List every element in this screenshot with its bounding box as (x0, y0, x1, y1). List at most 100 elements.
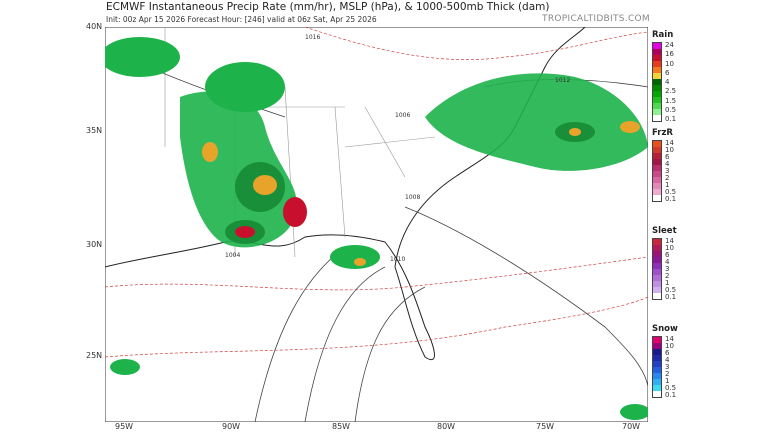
isobar-label: 1004 (225, 252, 240, 259)
color-swatch (653, 239, 661, 245)
legend-tick: 1 (665, 181, 670, 189)
map-title: ECMWF Instantaneous Precip Rate (mm/hr),… (106, 1, 550, 13)
weather-map: 1012 1008 1010 1016 1006 1004 (105, 27, 648, 422)
colorbar (652, 42, 662, 122)
legend-tick: 6 (665, 349, 670, 357)
color-swatch (653, 367, 661, 373)
color-swatch (653, 183, 661, 189)
color-swatch (653, 73, 661, 79)
legend-tick: 3 (665, 265, 670, 273)
lon-label: 75W (536, 422, 555, 431)
color-swatch (653, 49, 661, 55)
legend-tick: 1 (665, 377, 670, 385)
isobar-label: 1016 (305, 34, 320, 41)
color-swatch (653, 343, 661, 349)
color-swatch (653, 147, 661, 153)
color-swatch (653, 349, 661, 355)
isobar-label: 1012 (555, 77, 570, 84)
color-swatch (653, 245, 661, 251)
color-swatch (653, 43, 661, 49)
legend-tick: 1.5 (665, 96, 677, 105)
legend-tick: 0.1 (665, 391, 677, 399)
legend-tick: 0.1 (665, 115, 677, 123)
color-swatch (653, 141, 661, 147)
color-swatch (653, 281, 661, 287)
color-swatch (653, 391, 661, 397)
brand-watermark: TROPICALTIDBITS.COM (542, 14, 650, 24)
isobar-label: 1006 (395, 112, 410, 119)
precip-areas (105, 37, 648, 420)
color-swatch (653, 355, 661, 361)
color-swatch (653, 257, 661, 263)
legend-tick: 2 (665, 174, 670, 182)
color-swatch (653, 287, 661, 293)
lon-label: 85W (332, 422, 351, 431)
color-swatch (653, 373, 661, 379)
legend-tick: 10 (665, 342, 674, 350)
map-subtitle: Init: 00z Apr 15 2026 Forecast Hour: [24… (106, 15, 377, 24)
color-swatch (653, 275, 661, 281)
legend-tick: 14 (665, 139, 674, 147)
legend-frzr: FrzR 14 10 6 4 3 2 1 0.5 0.1 (652, 128, 677, 203)
legend-tick: 4 (665, 356, 670, 364)
color-swatch (653, 337, 661, 343)
color-swatch (653, 97, 661, 103)
legend-title: Sleet (652, 226, 677, 236)
legend-tick: 2 (665, 272, 670, 280)
lat-label: 30N (86, 240, 103, 249)
colorbar (652, 140, 662, 202)
color-swatch (653, 385, 661, 391)
legend-snow: Snow 14 10 6 4 3 2 1 0.5 0.1 (652, 324, 678, 399)
legend-tick: 10 (665, 146, 674, 154)
color-swatch (653, 379, 661, 385)
lat-label: 35N (86, 126, 103, 135)
color-swatch (653, 293, 661, 299)
lon-label: 95W (115, 422, 134, 431)
colorbar (652, 238, 662, 300)
color-swatch (653, 361, 661, 367)
color-swatch (653, 109, 661, 115)
legend-tick: 6 (665, 251, 670, 259)
color-swatch (653, 171, 661, 177)
legend-tick: 4 (665, 78, 670, 86)
color-swatch (653, 91, 661, 97)
color-swatch (653, 263, 661, 269)
lon-label: 80W (437, 422, 456, 431)
color-swatch (653, 55, 661, 61)
legend-tick: 0.1 (665, 293, 677, 301)
color-swatch (653, 85, 661, 91)
legend-tick: 16 (665, 50, 674, 59)
color-swatch (653, 177, 661, 183)
legend-tick: 14 (665, 335, 674, 343)
legend-tick: 10 (665, 59, 674, 68)
lon-label: 90W (222, 422, 241, 431)
color-swatch (653, 165, 661, 171)
legend-tick: 0.5 (665, 188, 677, 196)
colorbar (652, 336, 662, 398)
legend-tick: 3 (665, 363, 670, 371)
legend-title: FrzR (652, 128, 673, 138)
color-swatch (653, 195, 661, 201)
legend-tick: 6 (665, 153, 670, 161)
color-swatch (653, 189, 661, 195)
legend-title: Snow (652, 324, 678, 334)
color-swatch (653, 159, 661, 165)
color-swatch (653, 269, 661, 275)
color-swatch (653, 61, 661, 67)
isobar-label: 1008 (405, 194, 420, 201)
legend-rain: Rain 24 16 10 6 4 2.5 1.5 0.5 0.1 (652, 30, 677, 123)
legend-tick: 4 (665, 160, 670, 168)
legend-tick: 2.5 (665, 87, 677, 96)
legend-tick: 3 (665, 167, 670, 175)
lon-label: 70W (622, 422, 641, 431)
legend-tick: 0.1 (665, 195, 677, 203)
color-swatch (653, 67, 661, 73)
thickness-lines (105, 27, 648, 358)
color-swatch (653, 103, 661, 109)
legend-tick: 14 (665, 237, 674, 245)
legend-tick: 24 (665, 41, 674, 49)
legend-tick: 1 (665, 279, 670, 287)
legend-title: Rain (652, 30, 674, 40)
legend-tick: 0.5 (665, 384, 677, 392)
legend-sleet: Sleet 14 10 6 4 3 2 1 0.5 0.1 (652, 226, 677, 301)
